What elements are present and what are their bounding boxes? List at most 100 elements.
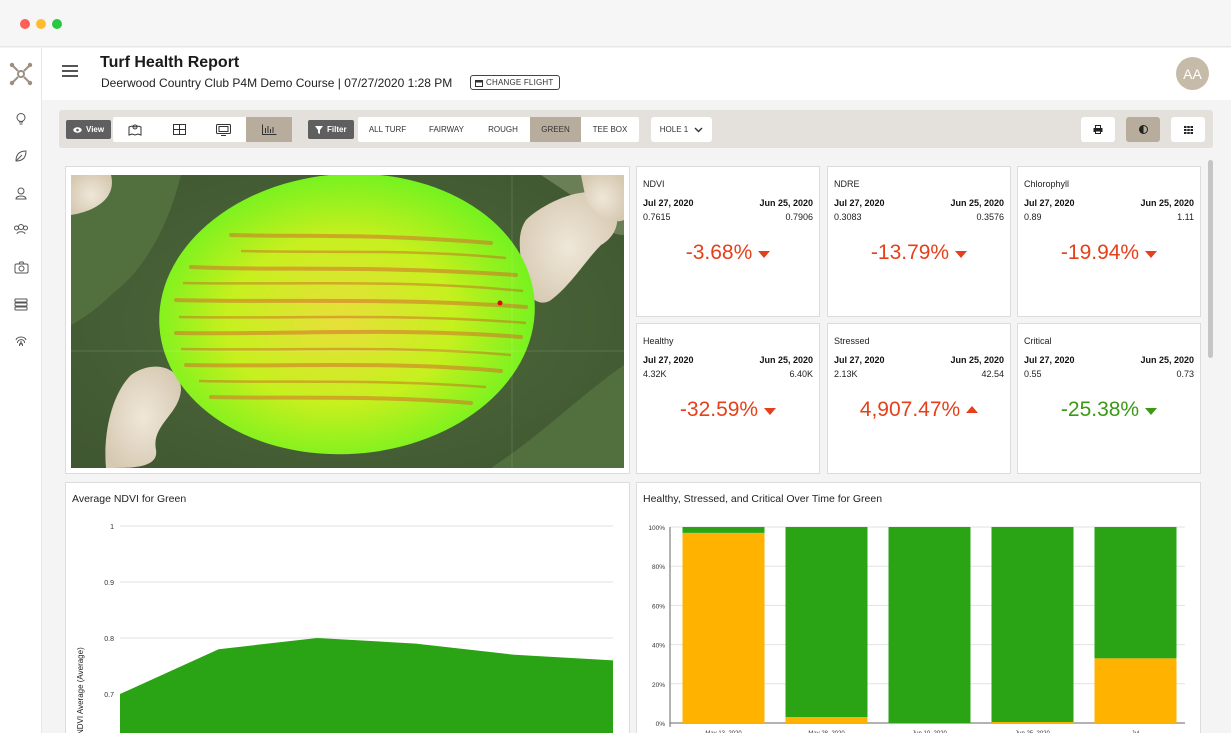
filter-tee-box[interactable]: TEE BOX bbox=[592, 125, 628, 134]
scrollbar[interactable] bbox=[1208, 160, 1213, 358]
metric-date-previous: Jun 25, 2020 bbox=[759, 198, 813, 208]
bar-segment-healthy bbox=[888, 527, 971, 723]
filter-fairway[interactable]: FAIRWAY bbox=[429, 125, 464, 134]
arrow-down-icon bbox=[1145, 250, 1158, 258]
metric-name: Healthy bbox=[643, 336, 674, 346]
avatar[interactable]: AA bbox=[1176, 57, 1209, 90]
metric-date-current: Jul 27, 2020 bbox=[834, 198, 885, 208]
metric-date-current: Jul 27, 2020 bbox=[834, 355, 885, 365]
ndvi-area-series bbox=[120, 638, 613, 733]
grid-icon bbox=[172, 124, 186, 135]
x-tick-label: Jul bbox=[1132, 731, 1140, 733]
toolbar: View Filter ALL TURF FAIRWAY ROUGH GREEN bbox=[59, 110, 1213, 148]
metric-date-current: Jul 27, 2020 bbox=[643, 198, 694, 208]
metric-name: Critical bbox=[1024, 336, 1052, 346]
metric-value-current: 4.32K bbox=[643, 369, 667, 379]
eye-icon bbox=[73, 126, 82, 133]
view-mode-group bbox=[113, 117, 292, 142]
chart-icon bbox=[261, 124, 276, 135]
metric-change: 4,907.47% bbox=[828, 398, 1010, 422]
change-flight-label: CHANGE FLIGHT bbox=[486, 78, 554, 87]
metric-value-current: 0.7615 bbox=[643, 212, 671, 222]
print-button[interactable] bbox=[1081, 117, 1115, 142]
metric-date-previous: Jun 25, 2020 bbox=[1140, 355, 1194, 365]
chevron-down-icon bbox=[694, 127, 703, 132]
sidebar bbox=[0, 48, 42, 733]
chart-title: Average NDVI for Green bbox=[72, 493, 187, 505]
dashboard-content: NDVI Jul 27, 2020 Jun 25, 2020 0.7615 0.… bbox=[59, 157, 1209, 733]
metric-name: Stressed bbox=[834, 336, 870, 346]
map-icon bbox=[128, 124, 142, 136]
ndvi-map-image[interactable] bbox=[71, 175, 624, 468]
metric-value-current: 0.55 bbox=[1024, 369, 1042, 379]
lightbulb-icon[interactable] bbox=[11, 109, 31, 129]
bar-segment-stressed bbox=[785, 717, 868, 723]
contrast-icon bbox=[1138, 125, 1148, 134]
grid-view-icon bbox=[1183, 125, 1193, 134]
metric-change-value: -13.79% bbox=[870, 241, 950, 264]
funnel-icon bbox=[315, 125, 323, 134]
health-chart-card: Healthy, Stressed, and Critical Over Tim… bbox=[636, 482, 1201, 733]
filter-green[interactable]: GREEN bbox=[530, 117, 581, 142]
filter-all-turf[interactable]: ALL TURF bbox=[368, 125, 407, 134]
group-icon[interactable] bbox=[11, 219, 31, 239]
y-tick-label: 80% bbox=[652, 564, 665, 571]
hamburger-menu-icon[interactable] bbox=[62, 65, 78, 79]
x-tick-label: May 13, 2020 bbox=[705, 731, 742, 733]
y-tick-label: 40% bbox=[652, 643, 665, 650]
y-tick-label: 1 bbox=[110, 524, 114, 531]
view-chart-button[interactable] bbox=[246, 117, 292, 142]
minimize-window-button[interactable] bbox=[36, 19, 46, 29]
x-tick-label: May 28, 2020 bbox=[808, 731, 845, 733]
metric-change-value: -3.68% bbox=[685, 241, 753, 264]
metric-card-critical: Critical Jul 27, 2020 Jun 25, 2020 0.55 … bbox=[1017, 323, 1201, 474]
bar-segment-healthy bbox=[785, 527, 868, 718]
metric-card-chlorophyll: Chlorophyll Jul 27, 2020 Jun 25, 2020 0.… bbox=[1017, 166, 1201, 317]
metric-value-previous: 0.3576 bbox=[976, 212, 1004, 222]
page-title: Turf Health Report bbox=[100, 54, 240, 71]
filter-rough[interactable]: ROUGH bbox=[488, 125, 518, 134]
metric-date-previous: Jun 25, 2020 bbox=[759, 355, 813, 365]
metric-card-ndvi: NDVI Jul 27, 2020 Jun 25, 2020 0.7615 0.… bbox=[636, 166, 820, 317]
hole-select[interactable]: HOLE 1 bbox=[651, 117, 712, 142]
y-tick-label: 100% bbox=[648, 525, 665, 532]
metric-change-value: -19.94% bbox=[1060, 241, 1140, 264]
metric-change-value: -32.59% bbox=[679, 398, 759, 421]
filter-button[interactable]: Filter bbox=[308, 120, 354, 139]
bar-segment-stressed bbox=[682, 532, 765, 723]
hole-select-value: HOLE 1 bbox=[659, 125, 689, 134]
metric-card-stressed: Stressed Jul 27, 2020 Jun 25, 2020 2.13K… bbox=[827, 323, 1011, 474]
user-icon[interactable] bbox=[11, 183, 31, 203]
contrast-button[interactable] bbox=[1126, 117, 1160, 142]
grid-view-button[interactable] bbox=[1171, 117, 1205, 142]
maximize-window-button[interactable] bbox=[52, 19, 62, 29]
logo-icon[interactable] bbox=[9, 62, 33, 86]
server-icon[interactable] bbox=[11, 294, 31, 314]
metric-date-previous: Jun 25, 2020 bbox=[950, 198, 1004, 208]
metric-value-current: 2.13K bbox=[834, 369, 858, 379]
arrow-down-icon bbox=[955, 250, 968, 258]
metric-card-healthy: Healthy Jul 27, 2020 Jun 25, 2020 4.32K … bbox=[636, 323, 820, 474]
view-button[interactable]: View bbox=[66, 120, 112, 139]
metric-change: -25.38% bbox=[1018, 398, 1200, 422]
view-monitor-button[interactable] bbox=[201, 117, 246, 142]
view-grid-button[interactable] bbox=[157, 117, 201, 142]
metric-value-previous: 1.11 bbox=[1177, 212, 1194, 222]
close-window-button[interactable] bbox=[20, 19, 30, 29]
print-icon bbox=[1093, 125, 1103, 134]
view-map-button[interactable] bbox=[113, 117, 157, 142]
leaf-icon[interactable] bbox=[11, 146, 31, 166]
change-flight-button[interactable]: CHANGE FLIGHT bbox=[470, 75, 560, 90]
metric-value-previous: 0.7906 bbox=[785, 212, 813, 222]
page-subtitle: Deerwood Country Club P4M Demo Course | … bbox=[101, 76, 453, 90]
metric-value-previous: 6.40K bbox=[789, 369, 813, 379]
arrow-down-icon bbox=[1145, 407, 1158, 415]
health-stacked-bar-chart: 100% 80% 60% 40% 20% 0% May 13, 2020 May 28, 20… bbox=[648, 525, 1185, 733]
fingerprint-icon[interactable] bbox=[11, 331, 31, 351]
filter-group: ALL TURF FAIRWAY ROUGH GREEN TEE BOX bbox=[358, 117, 639, 142]
camera-icon[interactable] bbox=[11, 257, 31, 277]
metric-date-current: Jul 27, 2020 bbox=[643, 355, 694, 365]
metric-date-current: Jul 27, 2020 bbox=[1024, 355, 1075, 365]
ndvi-chart-card: Average NDVI for Green 1 0.9 0.8 0.7 NDVI Av… bbox=[65, 482, 630, 733]
